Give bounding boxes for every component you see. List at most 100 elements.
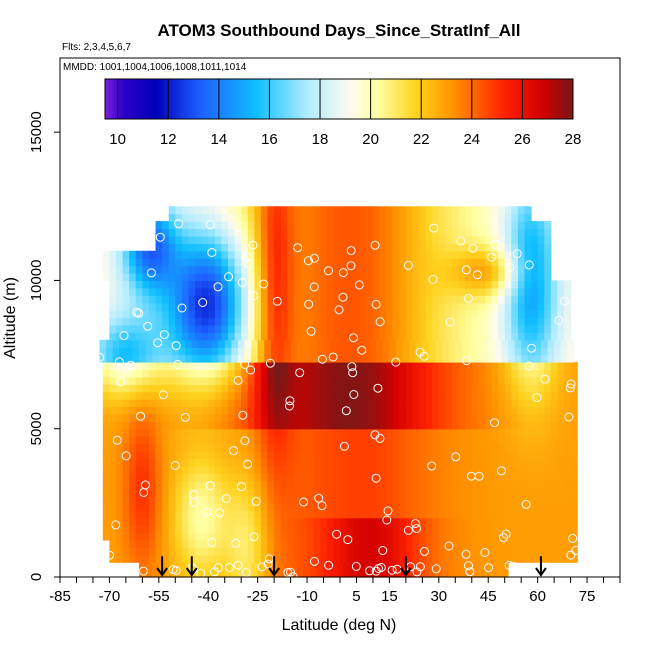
sample-marker [140, 480, 150, 490]
heatmap-cell [399, 235, 407, 244]
heatmap-cell [570, 450, 578, 459]
heatmap-cell [155, 539, 163, 548]
heatmap-cell [557, 317, 565, 326]
heatmap-cell [333, 228, 341, 237]
heatmap-cell [491, 324, 499, 333]
heatmap-cell [359, 473, 367, 482]
heatmap-cell [109, 324, 117, 333]
heatmap-cell [544, 532, 552, 541]
heatmap-cell [531, 376, 539, 385]
heatmap-cell [181, 421, 190, 430]
heatmap-cell [175, 376, 183, 385]
colorbar-segment [472, 79, 476, 119]
heatmap-cell [419, 361, 427, 370]
heatmap-cell [504, 502, 512, 511]
heatmap-cell [313, 495, 321, 504]
heatmap-cell [419, 517, 427, 526]
heatmap-cell [550, 399, 559, 408]
heatmap-cell [122, 458, 130, 467]
heatmap-cell [195, 280, 203, 289]
heatmap-cell [155, 221, 163, 230]
heatmap-cell [340, 443, 348, 452]
heatmap-cell [267, 317, 275, 326]
heatmap-cell [102, 406, 111, 415]
heatmap-cell [320, 421, 328, 430]
heatmap-cell [313, 287, 321, 296]
heatmap-cell [116, 421, 124, 430]
colorbar-segment [404, 79, 408, 119]
heatmap-cell [214, 280, 223, 289]
heatmap-cell [399, 406, 407, 415]
heatmap-cell [570, 443, 578, 452]
heatmap-cell [389, 569, 397, 578]
heatmap-cell [195, 436, 203, 445]
sample-marker [198, 298, 208, 307]
heatmap-cell [346, 243, 354, 252]
heatmap-cell [557, 310, 565, 319]
heatmap-cell [458, 213, 466, 222]
heatmap-cell [379, 532, 387, 541]
colorbar-segment [357, 79, 361, 119]
heatmap-cell [550, 324, 559, 333]
heatmap-cell [129, 488, 137, 497]
heatmap-cell [303, 339, 311, 348]
heatmap-cell [458, 413, 466, 422]
heatmap-cell [112, 354, 120, 363]
heatmap-cell [544, 273, 552, 282]
heatmap-cell [353, 250, 361, 259]
heatmap-cell [181, 213, 190, 222]
heatmap-cell [274, 532, 282, 541]
heatmap-cell [214, 302, 223, 311]
colorbar-segment [236, 79, 239, 119]
heatmap-cell [405, 302, 414, 311]
heatmap-cell [498, 517, 506, 526]
heatmap-cell [333, 458, 341, 467]
heatmap-cell [102, 361, 111, 370]
heatmap-cell [491, 391, 499, 400]
heatmap-cell [425, 287, 433, 296]
heatmap-cell [478, 428, 486, 437]
heatmap-cell [241, 280, 249, 289]
colorbar-segment [149, 79, 153, 119]
heatmap-cell [379, 324, 387, 333]
heatmap-cell [129, 443, 137, 452]
colorbar-segment [434, 79, 438, 119]
heatmap-cell [478, 258, 486, 267]
heatmap-cell [419, 428, 427, 437]
heatmap-cell [274, 399, 282, 408]
heatmap-cell [313, 525, 321, 534]
heatmap-cell [241, 413, 249, 422]
heatmap-cell [109, 443, 117, 452]
heatmap-cell [517, 547, 526, 556]
heatmap-cell [333, 310, 341, 319]
colorbar-segment [355, 79, 359, 119]
heatmap-cell [353, 488, 361, 497]
heatmap-cell [504, 235, 512, 244]
heatmap-cell [307, 458, 315, 467]
heatmap-cell [274, 428, 282, 437]
heatmap-cell [155, 235, 163, 244]
heatmap-cell [392, 369, 400, 378]
heatmap-cell [208, 310, 216, 319]
heatmap-cell [188, 295, 196, 304]
heatmap-cell [155, 450, 163, 459]
sample-marker [346, 246, 356, 256]
profile-arrow-head [400, 567, 412, 577]
colorbar-tick-label: 24 [463, 131, 480, 148]
heatmap-cell [287, 399, 295, 408]
heatmap-cell [419, 384, 427, 393]
heatmap-cell [425, 384, 433, 393]
heatmap-cell [550, 443, 559, 452]
heatmap-cell [537, 510, 545, 519]
heatmap-cell [564, 465, 572, 474]
heatmap-cell [201, 250, 209, 259]
heatmap-cell [241, 532, 249, 541]
colorbar-segment [147, 79, 150, 119]
heatmap-cell [498, 443, 506, 452]
heatmap-cell [478, 502, 486, 511]
heatmap-cell [550, 495, 559, 504]
heatmap-cell [247, 428, 255, 437]
heatmap-cell [372, 517, 381, 526]
colorbar-segment [500, 79, 504, 119]
sample-marker [174, 219, 184, 229]
